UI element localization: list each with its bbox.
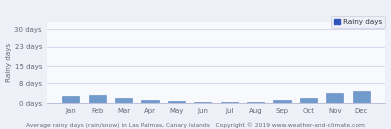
Text: Average rainy days (rain/snow) in Las Palmas, Canary Islands   Copyright © 2019 : Average rainy days (rain/snow) in Las Pa… [26, 123, 365, 128]
Legend: Rainy days: Rainy days [331, 16, 385, 28]
Y-axis label: Rainy days: Rainy days [5, 43, 12, 82]
Bar [221, 102, 238, 103]
Bar [353, 91, 370, 103]
Bar [115, 98, 132, 103]
Bar [326, 93, 343, 103]
Bar [194, 102, 212, 103]
Bar [62, 96, 79, 103]
Bar [247, 102, 264, 103]
Bar [89, 95, 106, 103]
Bar [300, 98, 317, 103]
Bar [142, 99, 159, 103]
Bar [273, 99, 291, 103]
Bar [168, 102, 185, 103]
